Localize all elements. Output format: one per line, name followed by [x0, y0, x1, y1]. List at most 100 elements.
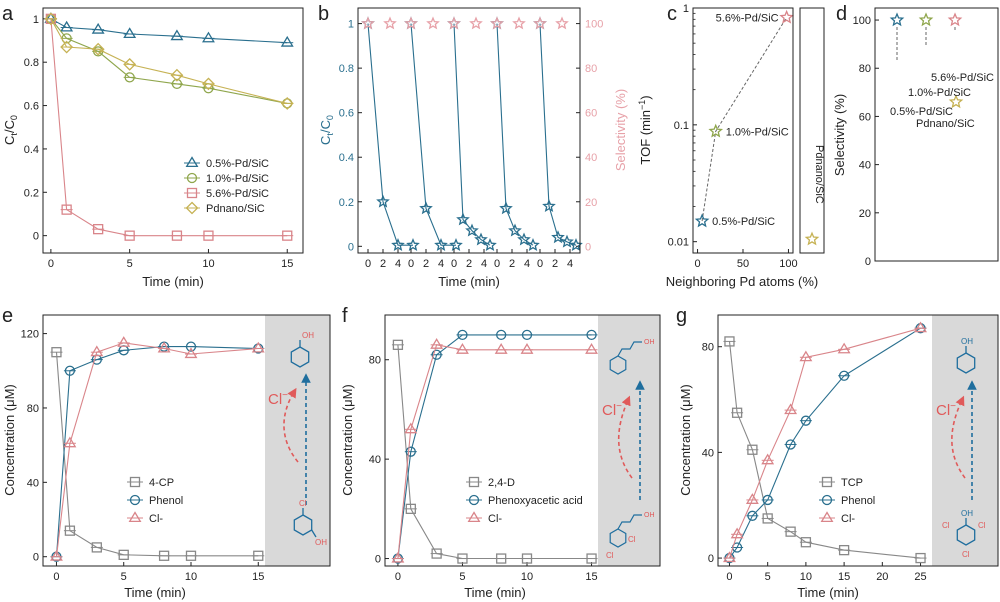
trend-line — [701, 17, 788, 222]
y-tick-label: 1 — [348, 19, 354, 31]
x-tick-label: 5 — [127, 258, 133, 270]
svg-text:OH: OH — [302, 331, 314, 340]
y-tick-label: 0.01 — [668, 237, 689, 249]
data-point — [280, 35, 294, 47]
data-point — [948, 94, 964, 109]
series-line — [55, 352, 259, 557]
data-point — [93, 224, 104, 235]
x-tick-label: 0 — [694, 258, 700, 270]
conversion-point — [474, 232, 488, 246]
data-point — [50, 549, 63, 561]
x-tick-label: 4 — [395, 258, 401, 270]
data-point — [405, 446, 416, 457]
x-tick-label: 4 — [567, 258, 573, 270]
data-point — [51, 347, 62, 358]
y-tick-label: 100 — [853, 15, 871, 27]
x-tick-label: 2 — [423, 258, 429, 270]
series-line — [728, 341, 921, 559]
y-tick-label: 80 — [369, 355, 381, 367]
x-tick-label: 2 — [552, 258, 558, 270]
conversion-line — [367, 23, 413, 246]
data-point-label: 0.5%-Pd/SiC — [712, 216, 775, 228]
svg-text:OH: OH — [961, 509, 973, 518]
y-tick-label: 0.4 — [339, 152, 354, 164]
conversion-point — [499, 201, 513, 215]
y-tick-label: 80 — [702, 342, 714, 354]
data-point — [785, 439, 796, 450]
y-right-tick-label: 40 — [585, 152, 597, 164]
phenol-molecule-icon: OH — [956, 337, 976, 374]
trichlorophenol-molecule-icon: OH Cl Cl Cl — [942, 509, 986, 559]
legend-label: 1.0%-Pd/SiC — [206, 173, 269, 185]
y-axis-label: Concentration (μM) — [2, 384, 17, 496]
y-right-tick-label: 0 — [585, 241, 591, 253]
svg-text:OH: OH — [961, 337, 973, 346]
data-point — [171, 230, 183, 241]
data-point — [947, 12, 963, 27]
conversion-line — [539, 23, 577, 246]
x-tick-label: 0 — [408, 258, 414, 270]
x-tick-label: 10 — [521, 571, 533, 583]
y-tick-label: 0 — [375, 554, 381, 566]
y-axis-label: Concentration (μM) — [678, 384, 693, 496]
data-point — [521, 329, 533, 341]
conversion-point — [508, 223, 522, 237]
conversion-point — [406, 238, 420, 252]
y-tick-label: 0.6 — [24, 101, 39, 113]
selectivity-point — [469, 16, 483, 30]
y-tick-label: 0.2 — [24, 187, 39, 199]
plot-area: 0 20 40 60 80 100 0.5%-Pd/SiC 1.0%-Pd/SiC 5.6%-P… — [853, 12, 994, 268]
data-point — [730, 527, 744, 539]
data-point — [202, 31, 215, 43]
scheme-background — [932, 315, 998, 566]
data-point — [124, 230, 135, 241]
series-line — [50, 18, 288, 104]
series-line — [50, 18, 288, 104]
data-point — [185, 550, 197, 561]
legend-label: Phenoxyacetic acid — [488, 495, 583, 507]
legend-label: Cl- — [841, 513, 855, 525]
y-right-tick-label: 80 — [585, 63, 597, 75]
legend-label: TCP — [841, 477, 863, 489]
data-point — [431, 548, 442, 559]
panel-label: e — [2, 305, 13, 327]
legend-marker — [467, 511, 481, 523]
side-data-point — [804, 231, 820, 246]
svg-text:Cl: Cl — [299, 499, 307, 508]
data-point-label: 1.0%-Pd/SiC — [726, 126, 789, 138]
series-line — [728, 327, 921, 559]
x-tick-label: 25 — [914, 571, 926, 583]
phenol-molecule-icon: OH — [290, 331, 314, 368]
data-point — [280, 96, 294, 110]
x-tick-label: 4 — [481, 258, 487, 270]
legend-label: Phenol — [841, 495, 875, 507]
data-point — [889, 12, 905, 27]
x-tick-label: 5 — [459, 571, 465, 583]
x-tick-label: 2 — [466, 258, 472, 270]
y-tick-label: 1 — [683, 3, 689, 15]
y-axis-label: Ct/C0 — [318, 115, 335, 145]
y-right-tick-label: 60 — [585, 108, 597, 120]
data-point — [494, 343, 508, 354]
selectivity-point — [555, 16, 569, 30]
x-axis-label: Time (min) — [797, 585, 859, 600]
data-point — [185, 341, 197, 352]
y-tick-label: 60 — [859, 111, 871, 123]
legend-label: 4-CP — [149, 477, 174, 489]
legend-label: Cl- — [488, 513, 502, 525]
data-point — [457, 329, 468, 341]
data-point — [64, 365, 76, 376]
plot-area: 0 5 10 15 0 40 80 2,4-D Phenoxyacetic acid Cl- — [369, 329, 598, 583]
legend-marker — [820, 511, 834, 523]
scheme-background — [265, 315, 330, 566]
conversion-point — [419, 201, 433, 215]
conversion-point — [560, 234, 574, 248]
data-point — [585, 343, 598, 354]
data-point — [800, 537, 812, 548]
scheme-background — [598, 315, 660, 566]
axes-frame — [357, 7, 581, 254]
panel-label: a — [2, 3, 14, 25]
data-point — [784, 403, 798, 415]
data-point-label: 5.6%-Pd/SiC — [716, 12, 779, 24]
data-point — [694, 213, 710, 228]
